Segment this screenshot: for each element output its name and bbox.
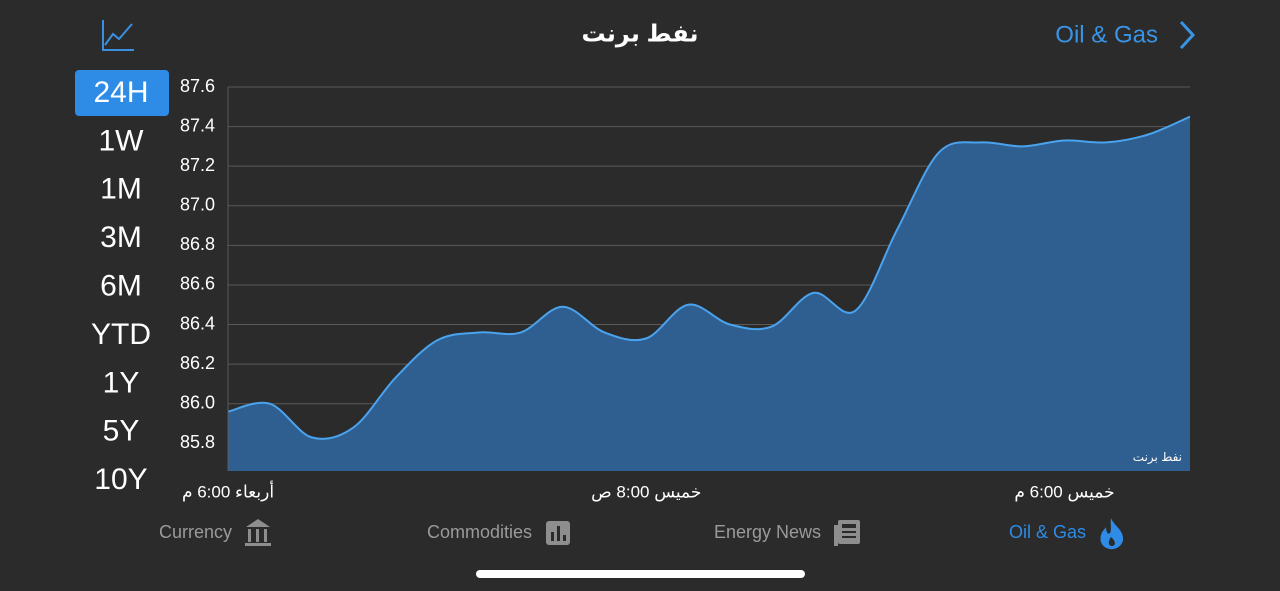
- x-tick-label: خميس 8:00 ص: [591, 482, 701, 501]
- tab-label[interactable]: Currency: [159, 522, 232, 542]
- y-tick-label: 86.8: [180, 234, 215, 254]
- range-button[interactable]: 24H: [93, 76, 148, 109]
- nav-link[interactable]: Oil & Gas: [1055, 21, 1158, 48]
- line: [227, 115, 1191, 440]
- y-tick-label: 86.6: [180, 274, 215, 294]
- tab-label[interactable]: Commodities: [427, 522, 532, 542]
- area: [228, 116, 1190, 471]
- annotation: نفط برنت: [1133, 450, 1182, 465]
- y-tick-label: 87.6: [180, 76, 215, 96]
- title: نفط برنت: [581, 20, 698, 47]
- x-tick-label: خميس 6:00 م: [1014, 482, 1114, 501]
- range-button[interactable]: 10Y: [94, 463, 147, 496]
- range-highlight[interactable]: [75, 70, 169, 116]
- news-icon: [834, 520, 860, 546]
- range-button[interactable]: 1W: [99, 124, 145, 157]
- range-button[interactable]: YTD: [91, 318, 151, 351]
- bank-icon: [245, 519, 271, 546]
- range-button[interactable]: 1M: [100, 173, 142, 206]
- range-button[interactable]: 1Y: [103, 366, 140, 399]
- y-tick-label: 87.0: [180, 195, 215, 215]
- icon-axis: [102, 20, 134, 51]
- tab-label[interactable]: Energy News: [714, 522, 821, 542]
- y-tick-label: 86.2: [180, 353, 215, 373]
- chart-tab-icon: [546, 521, 570, 545]
- y-tick-label: 86.0: [180, 392, 215, 412]
- range-button[interactable]: 3M: [100, 221, 142, 254]
- chart-icon[interactable]: [102, 20, 134, 51]
- y-tick-label: 85.8: [180, 432, 215, 452]
- y-tick-label: 87.4: [180, 115, 215, 135]
- flame-icon: [1100, 518, 1124, 550]
- home-indicator: [476, 570, 805, 578]
- range-button[interactable]: 6M: [100, 270, 142, 303]
- icon-line: [104, 23, 133, 46]
- x-tick-label: أربعاء 6:00 م: [182, 480, 274, 501]
- range-button[interactable]: 5Y: [103, 415, 140, 448]
- tab-label[interactable]: Oil & Gas: [1009, 522, 1086, 542]
- y-tick-label: 87.2: [180, 155, 215, 175]
- y-tick-label: 86.4: [180, 313, 215, 333]
- chevron[interactable]: [1179, 20, 1196, 50]
